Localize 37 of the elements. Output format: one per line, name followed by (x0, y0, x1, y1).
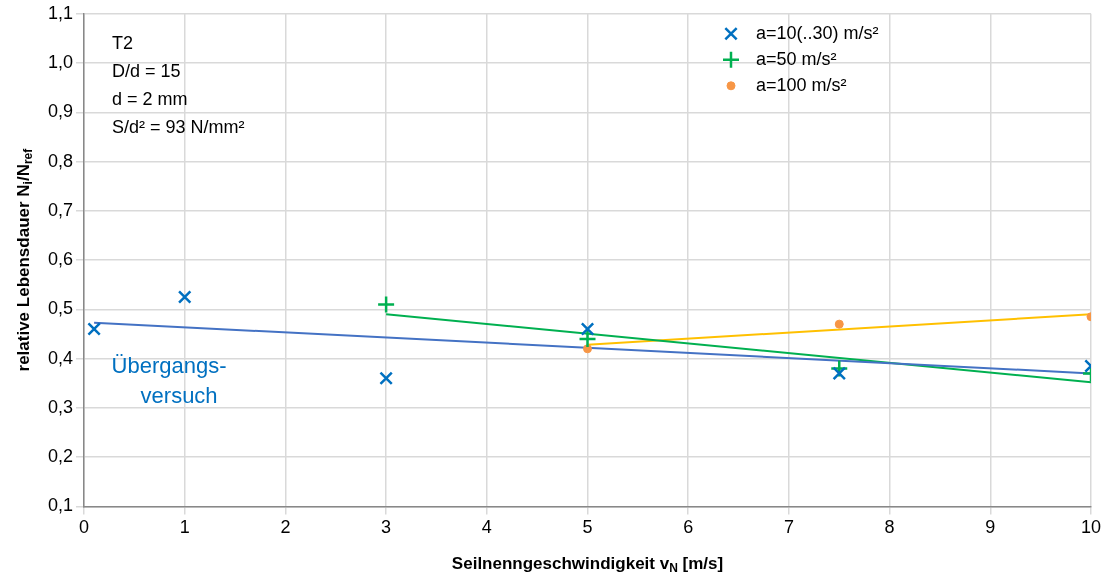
x-tick-label: 8 (884, 517, 895, 538)
point (834, 319, 844, 329)
y-tick-label: 1,0 (47, 52, 74, 73)
y-tick-label: 0,1 (47, 495, 74, 516)
y-tick-label: 0,8 (47, 150, 74, 171)
x-tick-label: 4 (481, 517, 492, 538)
point (379, 371, 394, 386)
x-tick-label: 0 (79, 517, 90, 538)
y-tick-label: 0,5 (47, 298, 74, 319)
x-tick-label: 5 (582, 517, 593, 538)
y-tick-label: 0,6 (47, 249, 74, 270)
y-tick-label: 0,9 (47, 101, 74, 122)
x-tick-label: 1 (179, 517, 190, 538)
annotation: T2 (112, 32, 134, 53)
y-tick-label: 0,7 (47, 199, 74, 220)
annotation: d = 2 mm (112, 88, 188, 109)
point (177, 290, 192, 304)
x-tick-label: 10 (1080, 517, 1102, 538)
annotation: D/d = 15 (112, 60, 181, 81)
x-tick-label: 3 (381, 517, 392, 538)
y-axis-title: relative Lebensdauer Ni/Nref (13, 147, 36, 372)
annotation: S/d² = 93 N/mm² (112, 116, 245, 137)
annotation: Übergangs- versuch (111, 353, 227, 409)
x-tick-label: 9 (985, 517, 996, 538)
x-tick-label: 7 (783, 517, 794, 538)
point (832, 366, 847, 381)
x-tick-label: 2 (280, 517, 291, 538)
y-tick-label: 0,4 (47, 347, 74, 368)
legend-label: a=50 m/s² (756, 48, 837, 69)
x-tick-label: 6 (683, 517, 694, 538)
y-tick-label: 0,3 (47, 396, 74, 417)
point (580, 322, 595, 336)
legend-label: a=10(..30) m/s² (756, 22, 879, 43)
point (87, 322, 101, 336)
y-tick-label: 1,1 (47, 2, 74, 23)
legend-label: a=100 m/s² (756, 74, 847, 95)
y-tick-label: 0,2 (47, 446, 74, 467)
